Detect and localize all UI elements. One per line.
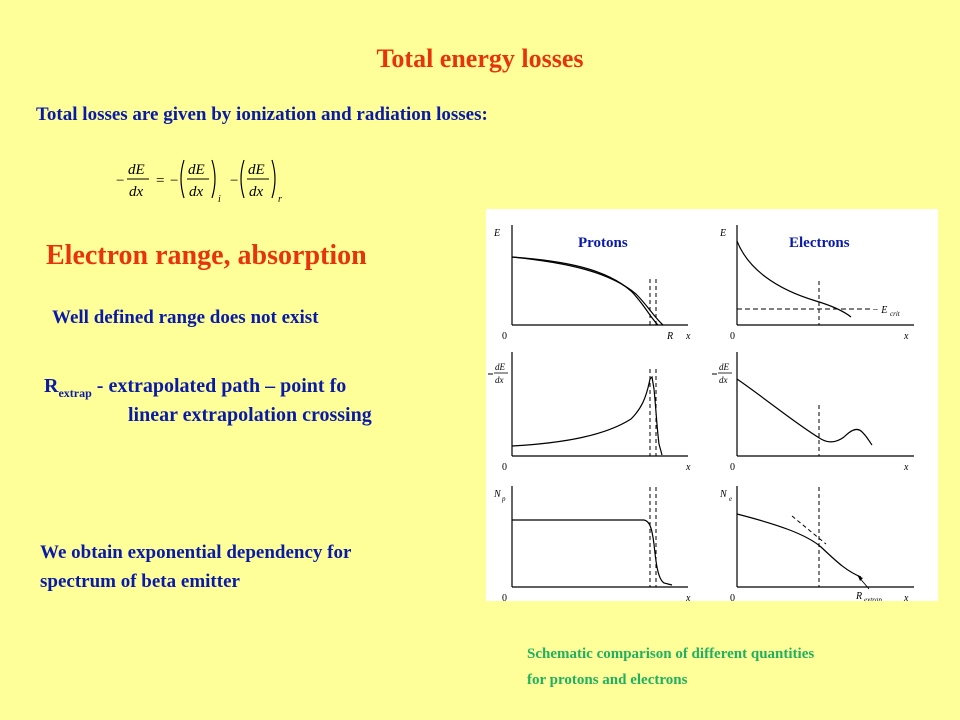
x-label-electrons-1: x — [903, 331, 909, 342]
caption-line-1: Schematic comparison of different quanti… — [527, 646, 815, 662]
rextrap-continuation: linear extrapolation crossing — [128, 404, 372, 426]
formula-ion-num: dE — [188, 162, 205, 178]
axis-label-e-electrons: E — [719, 228, 726, 239]
rextrap-figure-label: R — [855, 591, 862, 601]
panel-electrons-dedx: dE dx 0 x — [712, 352, 914, 473]
panel-protons-number: N p 0 x — [493, 486, 691, 601]
intro-text: Total losses are given by ionization and… — [36, 104, 488, 125]
panel-electrons-energy: E 0 x − E crit — [719, 225, 914, 342]
ecrit-subscript: crit — [890, 310, 901, 318]
origin-electrons-2: 0 — [730, 462, 735, 473]
col-header-electrons: Electrons — [789, 235, 850, 251]
axis-label-ne: N — [719, 489, 728, 500]
section-heading: Electron range, absorption — [46, 240, 367, 271]
panel-protons-dedx: dE dx 0 x — [488, 352, 691, 473]
origin-protons-1: 0 — [502, 331, 507, 342]
rextrap-symbol: R — [44, 375, 59, 397]
axis-label-e-protons: E — [493, 228, 500, 239]
axis-label-np: N — [493, 489, 502, 500]
formula-sub-i: i — [218, 194, 221, 205]
col-header-protons: Protons — [578, 235, 628, 251]
rextrap-definition: Rextrap - extrapolated path – point fo — [44, 375, 347, 400]
x-label-protons-2: x — [685, 462, 691, 473]
axis-label-ne-sub: e — [729, 495, 732, 503]
origin-protons-2: 0 — [502, 462, 507, 473]
formula-equals: = — [156, 173, 164, 189]
rextrap-subscript: extrap — [58, 386, 92, 400]
formula-minus: − — [116, 173, 124, 189]
axis-label-dedx-den-protons: dx — [495, 375, 504, 385]
formula-lhs-den: dx — [129, 184, 144, 200]
formula-ion-den: dx — [189, 184, 204, 200]
figure-caption: Schematic comparison of different quanti… — [527, 641, 814, 693]
axis-label-dedx-den-electrons: dx — [719, 375, 728, 385]
ecrit-label: − E — [872, 305, 887, 316]
page-title: Total energy losses — [376, 44, 584, 73]
formula-minus-3: − — [230, 173, 238, 189]
conclusion-text: We obtain exponential dependency for spec… — [40, 538, 460, 596]
panel-electrons-number: N e 0 x R extrap — [719, 486, 914, 601]
formula-minus-2: − — [170, 173, 178, 189]
formula-sub-r: r — [278, 194, 282, 205]
conclusion-line-2: spectrum of beta emitter — [40, 571, 240, 592]
x-label-protons-3: x — [685, 593, 691, 601]
axis-label-np-sub: p — [501, 495, 506, 503]
origin-electrons-1: 0 — [730, 331, 735, 342]
protons-electrons-figure: Protons Electrons E 0 x R E 0 x − E crit — [486, 209, 938, 601]
range-label-r: R — [666, 331, 673, 342]
axis-label-dedx-num-protons: dE — [495, 362, 506, 372]
origin-protons-3: 0 — [502, 593, 507, 601]
origin-electrons-3: 0 — [730, 593, 735, 601]
rextrap-figure-sub: extrap — [864, 596, 882, 601]
x-label-electrons-3: x — [903, 593, 909, 601]
formula-rad-num: dE — [248, 162, 265, 178]
conclusion-line-1: We obtain exponential dependency for — [40, 542, 352, 563]
axis-label-dedx-num-electrons: dE — [719, 362, 730, 372]
rextrap-text: - extrapolated path – point fo — [91, 375, 347, 397]
formula-lhs-num: dE — [128, 162, 145, 178]
no-range-text: Well defined range does not exist — [52, 307, 319, 328]
energy-loss-formula: − dE dx = − dE dx i − dE dx r — [116, 159, 282, 205]
formula-rad-den: dx — [249, 184, 264, 200]
caption-line-2: for protons and electrons — [527, 672, 688, 688]
x-label-protons-1: x — [685, 331, 691, 342]
x-label-electrons-2: x — [903, 462, 909, 473]
panel-protons-energy: E 0 x R — [493, 225, 691, 342]
